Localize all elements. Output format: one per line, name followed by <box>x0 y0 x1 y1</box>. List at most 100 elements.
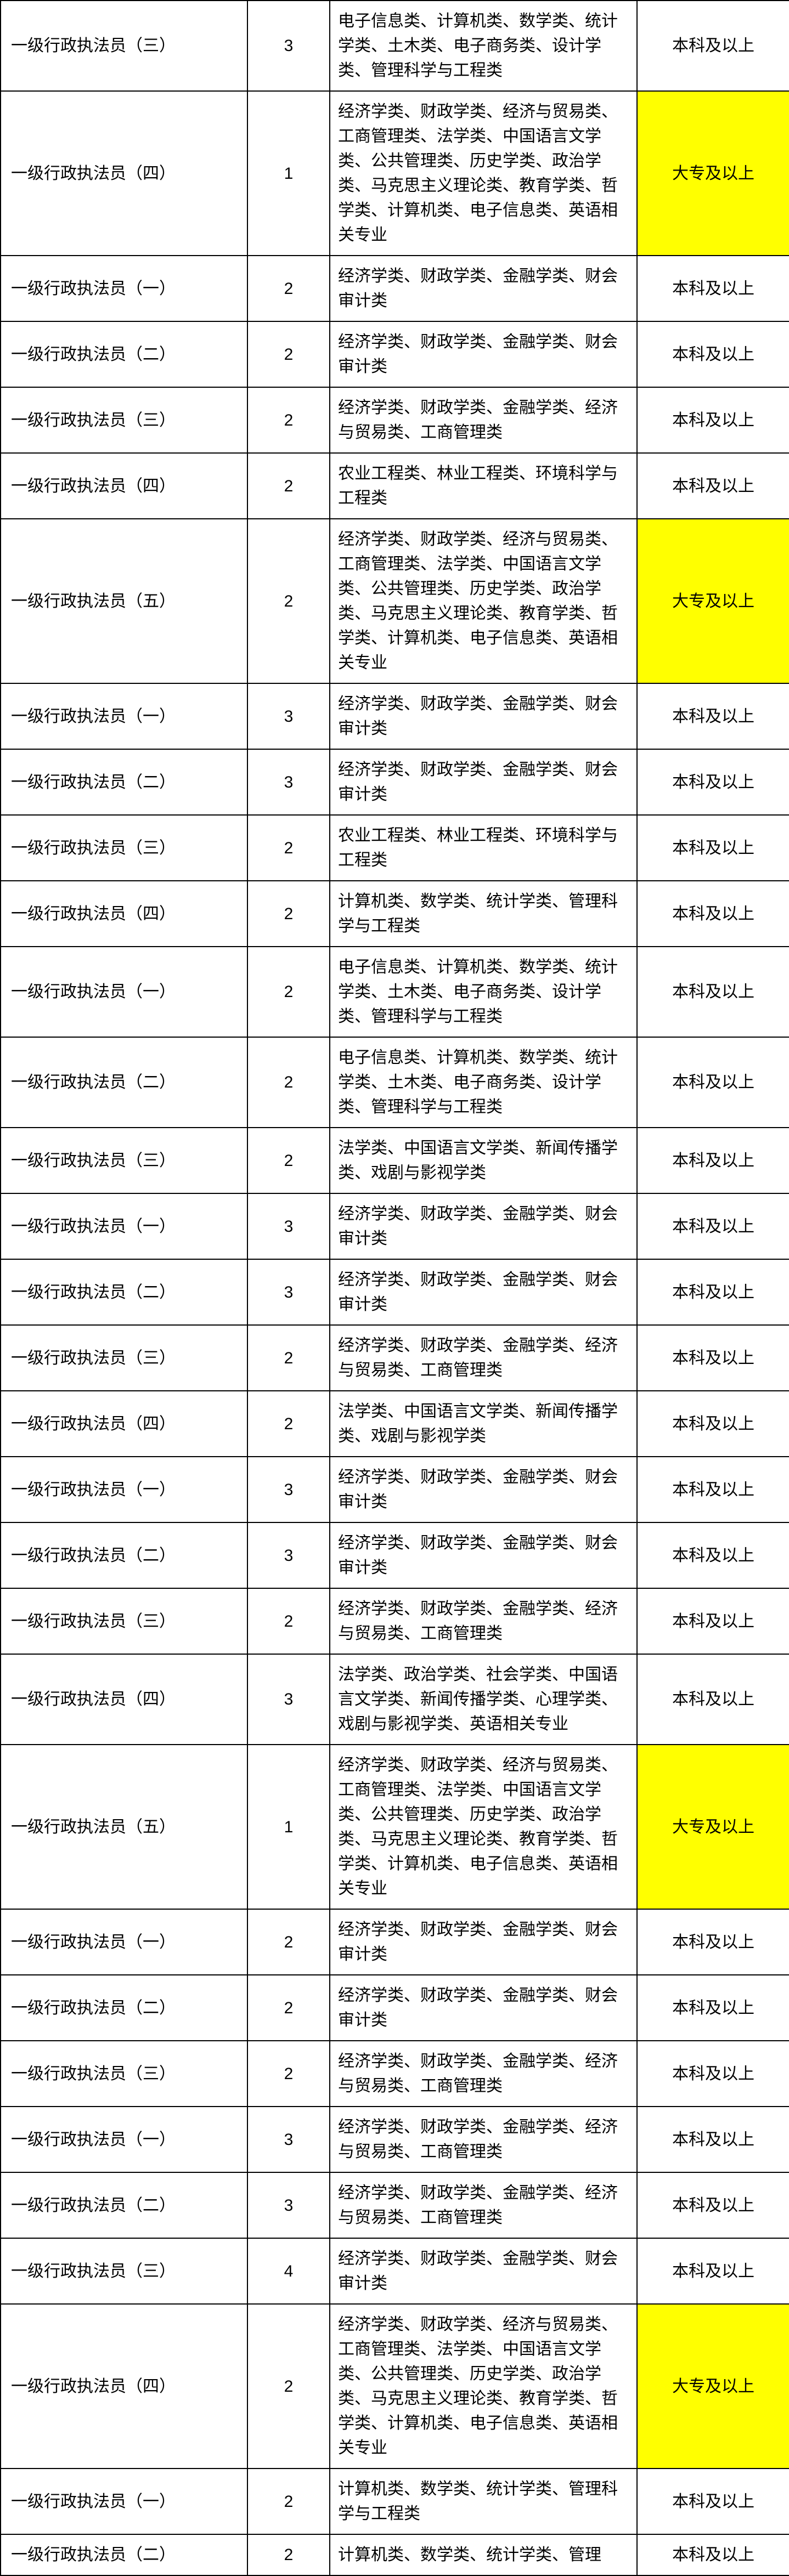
cell-position: 一级行政执法员（四） <box>1 453 247 519</box>
table-row: 一级行政执法员（一）2经济学类、财政学类、金融学类、财会审计类本科及以上 <box>1 256 789 321</box>
cell-position: 一级行政执法员（一） <box>1 947 247 1037</box>
cell-majors: 经济学类、财政学类、经济与贸易类、工商管理类、法学类、中国语言文学类、公共管理类… <box>330 2304 637 2469</box>
cell-education: 本科及以上 <box>637 2238 789 2304</box>
cell-count: 2 <box>247 815 330 881</box>
table-row: 一级行政执法员（二）2经济学类、财政学类、金融学类、财会审计类本科及以上 <box>1 1975 789 2041</box>
cell-education: 本科及以上 <box>637 387 789 453</box>
cell-education: 本科及以上 <box>637 2172 789 2238</box>
cell-education: 本科及以上 <box>637 2534 789 2575</box>
cell-education: 本科及以上 <box>637 1909 789 1975</box>
cell-position: 一级行政执法员（三） <box>1 1128 247 1193</box>
table-row: 一级行政执法员（四）2经济学类、财政学类、经济与贸易类、工商管理类、法学类、中国… <box>1 2304 789 2469</box>
cell-majors: 经济学类、财政学类、经济与贸易类、工商管理类、法学类、中国语言文学类、公共管理类… <box>330 1745 637 1909</box>
table-row: 一级行政执法员（一）2经济学类、财政学类、金融学类、财会审计类本科及以上 <box>1 1909 789 1975</box>
cell-education: 本科及以上 <box>637 453 789 519</box>
table-row: 一级行政执法员（二）3经济学类、财政学类、金融学类、经济与贸易类、工商管理类本科… <box>1 2172 789 2238</box>
cell-education: 本科及以上 <box>637 1259 789 1325</box>
cell-position: 一级行政执法员（三） <box>1 2041 247 2107</box>
cell-education: 本科及以上 <box>637 1 789 91</box>
cell-position: 一级行政执法员（二） <box>1 1259 247 1325</box>
cell-majors: 经济学类、财政学类、金融学类、财会审计类 <box>330 1457 637 1522</box>
cell-count: 2 <box>247 2469 330 2534</box>
cell-count: 2 <box>247 1128 330 1193</box>
cell-count: 2 <box>247 2041 330 2107</box>
table-row: 一级行政执法员（三）2法学类、中国语言文学类、新闻传播学类、戏剧与影视学类本科及… <box>1 1128 789 1193</box>
cell-majors: 经济学类、财政学类、金融学类、经济与贸易类、工商管理类 <box>330 2107 637 2172</box>
table-row: 一级行政执法员（四）2计算机类、数学类、统计学类、管理科学与工程类本科及以上 <box>1 881 789 947</box>
cell-education: 本科及以上 <box>637 2469 789 2534</box>
cell-position: 一级行政执法员（五） <box>1 519 247 683</box>
cell-count: 2 <box>247 453 330 519</box>
cell-position: 一级行政执法员（三） <box>1 815 247 881</box>
cell-education: 本科及以上 <box>637 881 789 947</box>
cell-majors: 经济学类、财政学类、金融学类、财会审计类 <box>330 1975 637 2041</box>
cell-count: 2 <box>247 321 330 387</box>
cell-education: 本科及以上 <box>637 1522 789 1588</box>
cell-position: 一级行政执法员（三） <box>1 387 247 453</box>
cell-majors: 经济学类、财政学类、金融学类、经济与贸易类、工商管理类 <box>330 387 637 453</box>
table-row: 一级行政执法员（四）2法学类、中国语言文学类、新闻传播学类、戏剧与影视学类本科及… <box>1 1391 789 1457</box>
table-row: 一级行政执法员（三）2经济学类、财政学类、金融学类、经济与贸易类、工商管理类本科… <box>1 1325 789 1391</box>
cell-count: 2 <box>247 1909 330 1975</box>
cell-count: 1 <box>247 91 330 256</box>
cell-education: 大专及以上 <box>637 1745 789 1909</box>
cell-count: 2 <box>247 947 330 1037</box>
cell-education: 本科及以上 <box>637 1325 789 1391</box>
cell-count: 3 <box>247 2107 330 2172</box>
table-row: 一级行政执法员（二）2电子信息类、计算机类、数学类、统计学类、土木类、电子商务类… <box>1 1037 789 1128</box>
cell-education: 大专及以上 <box>637 91 789 256</box>
cell-education: 本科及以上 <box>637 749 789 815</box>
cell-education: 大专及以上 <box>637 519 789 683</box>
table-row: 一级行政执法员（五）1经济学类、财政学类、经济与贸易类、工商管理类、法学类、中国… <box>1 1745 789 1909</box>
cell-majors: 电子信息类、计算机类、数学类、统计学类、土木类、电子商务类、设计学类、管理科学与… <box>330 947 637 1037</box>
cell-count: 2 <box>247 387 330 453</box>
table-row: 一级行政执法员（三）3电子信息类、计算机类、数学类、统计学类、土木类、电子商务类… <box>1 1 789 91</box>
cell-count: 2 <box>247 1588 330 1654</box>
table-row: 一级行政执法员（二）2经济学类、财政学类、金融学类、财会审计类本科及以上 <box>1 321 789 387</box>
table-row: 一级行政执法员（三）2经济学类、财政学类、金融学类、经济与贸易类、工商管理类本科… <box>1 387 789 453</box>
cell-position: 一级行政执法员（三） <box>1 2238 247 2304</box>
cell-majors: 经济学类、财政学类、金融学类、经济与贸易类、工商管理类 <box>330 1325 637 1391</box>
cell-majors: 经济学类、财政学类、经济与贸易类、工商管理类、法学类、中国语言文学类、公共管理类… <box>330 91 637 256</box>
cell-position: 一级行政执法员（一） <box>1 1457 247 1522</box>
cell-education: 本科及以上 <box>637 2107 789 2172</box>
positions-table: 一级行政执法员（三）3电子信息类、计算机类、数学类、统计学类、土木类、电子商务类… <box>0 0 789 2576</box>
cell-count: 3 <box>247 1193 330 1259</box>
cell-majors: 经济学类、财政学类、金融学类、经济与贸易类、工商管理类 <box>330 2041 637 2107</box>
cell-count: 2 <box>247 2534 330 2575</box>
cell-count: 2 <box>247 1037 330 1128</box>
table-row: 一级行政执法员（一）3经济学类、财政学类、金融学类、财会审计类本科及以上 <box>1 1457 789 1522</box>
cell-count: 3 <box>247 1259 330 1325</box>
cell-position: 一级行政执法员（三） <box>1 1 247 91</box>
cell-count: 2 <box>247 2304 330 2469</box>
cell-count: 3 <box>247 683 330 749</box>
cell-majors: 经济学类、财政学类、金融学类、财会审计类 <box>330 1193 637 1259</box>
cell-position: 一级行政执法员（一） <box>1 1909 247 1975</box>
cell-position: 一级行政执法员（四） <box>1 91 247 256</box>
cell-position: 一级行政执法员（一） <box>1 2469 247 2534</box>
cell-position: 一级行政执法员（四） <box>1 1391 247 1457</box>
table-row: 一级行政执法员（一）3经济学类、财政学类、金融学类、财会审计类本科及以上 <box>1 1193 789 1259</box>
cell-education: 本科及以上 <box>637 2041 789 2107</box>
cell-education: 本科及以上 <box>637 815 789 881</box>
cell-majors: 电子信息类、计算机类、数学类、统计学类、土木类、电子商务类、设计学类、管理科学与… <box>330 1 637 91</box>
cell-majors: 经济学类、财政学类、金融学类、财会审计类 <box>330 2238 637 2304</box>
cell-count: 2 <box>247 1325 330 1391</box>
cell-majors: 经济学类、财政学类、金融学类、财会审计类 <box>330 683 637 749</box>
cell-education: 本科及以上 <box>637 683 789 749</box>
table-row: 一级行政执法员（四）3法学类、政治学类、社会学类、中国语言文学类、新闻传播学类、… <box>1 1654 789 1745</box>
table-row: 一级行政执法员（四）2农业工程类、林业工程类、环境科学与工程类本科及以上 <box>1 453 789 519</box>
cell-position: 一级行政执法员（五） <box>1 1745 247 1909</box>
table-row: 一级行政执法员（五）2经济学类、财政学类、经济与贸易类、工商管理类、法学类、中国… <box>1 519 789 683</box>
cell-count: 2 <box>247 519 330 683</box>
cell-count: 2 <box>247 881 330 947</box>
cell-majors: 经济学类、财政学类、经济与贸易类、工商管理类、法学类、中国语言文学类、公共管理类… <box>330 519 637 683</box>
cell-education: 本科及以上 <box>637 256 789 321</box>
cell-majors: 经济学类、财政学类、金融学类、财会审计类 <box>330 749 637 815</box>
table-row: 一级行政执法员（一）2电子信息类、计算机类、数学类、统计学类、土木类、电子商务类… <box>1 947 789 1037</box>
table-row: 一级行政执法员（二）3经济学类、财政学类、金融学类、财会审计类本科及以上 <box>1 1522 789 1588</box>
cell-count: 3 <box>247 749 330 815</box>
cell-majors: 经济学类、财政学类、金融学类、财会审计类 <box>330 1259 637 1325</box>
cell-count: 3 <box>247 2172 330 2238</box>
table-row: 一级行政执法员（二）3经济学类、财政学类、金融学类、财会审计类本科及以上 <box>1 749 789 815</box>
